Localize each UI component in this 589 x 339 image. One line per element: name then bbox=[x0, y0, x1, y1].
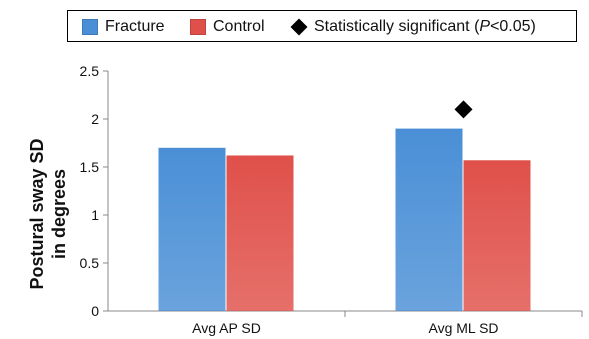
bar-control-1 bbox=[226, 155, 294, 311]
y-tick-label: 2.5 bbox=[80, 63, 100, 79]
legend-label-fracture: Fracture bbox=[105, 18, 165, 35]
x-tick-label: Avg AP SD bbox=[192, 320, 261, 336]
bar-fracture-2 bbox=[395, 128, 463, 311]
legend-item-fracture: Fracture bbox=[82, 18, 165, 36]
y-tick-label: 1.5 bbox=[80, 159, 100, 175]
legend-label-significance-p: P bbox=[479, 18, 491, 35]
legend-item-significance: Statistically significant (P <0.05) bbox=[290, 18, 536, 36]
bar-control-2 bbox=[463, 160, 531, 311]
legend: Fracture Control Statistically significa… bbox=[67, 10, 577, 42]
legend-label-significance-prefix: Statistically significant ( bbox=[314, 18, 480, 35]
y-tick-label: 0 bbox=[91, 303, 99, 319]
y-tick-label: 0.5 bbox=[80, 255, 100, 271]
x-tick-label: Avg ML SD bbox=[428, 320, 498, 336]
y-tick-label: 2 bbox=[91, 111, 99, 127]
legend-swatch-control bbox=[190, 19, 206, 35]
significance-diamond-marker bbox=[454, 100, 473, 119]
y-tick-label: 1 bbox=[91, 207, 99, 223]
legend-label-significance-suffix: <0.05) bbox=[490, 18, 536, 35]
legend-item-control: Control bbox=[190, 18, 265, 36]
bar-fracture-1 bbox=[158, 147, 226, 311]
legend-label-control: Control bbox=[213, 18, 265, 35]
legend-swatch-fracture bbox=[82, 19, 98, 35]
